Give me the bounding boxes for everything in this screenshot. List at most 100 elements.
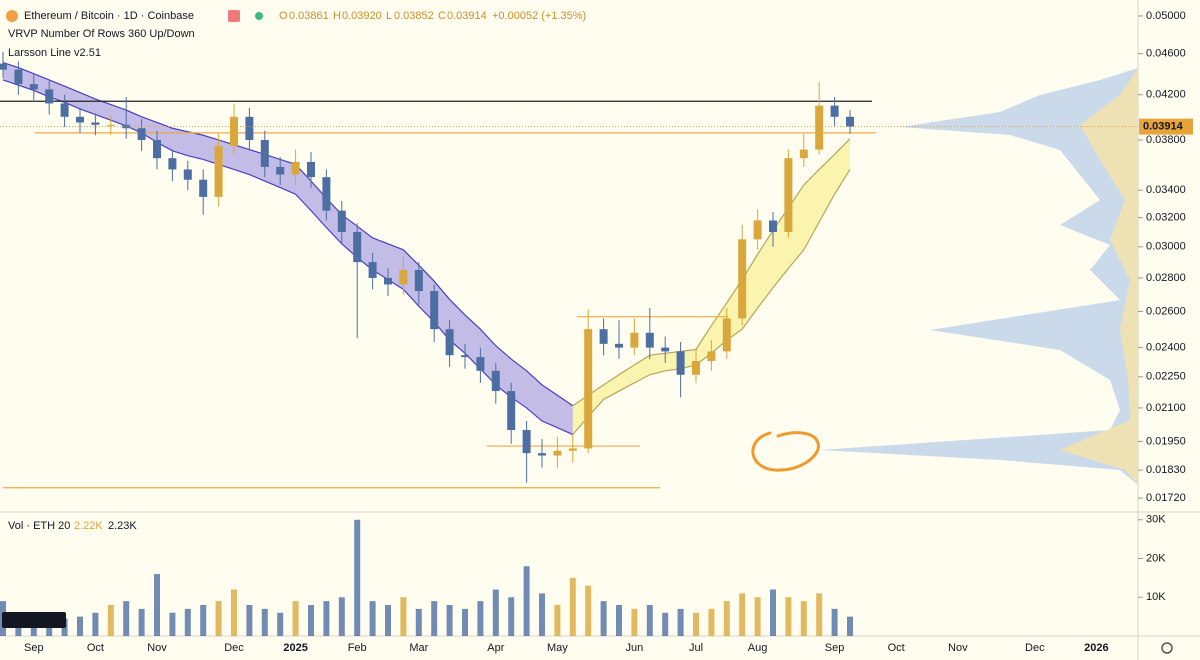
- candle-body: [846, 116, 854, 127]
- volume-bar: [184, 608, 191, 636]
- symbol-icon: [6, 10, 18, 22]
- x-tick-label: Nov: [147, 642, 167, 654]
- candle-body: [0, 63, 7, 70]
- volume-bar: [462, 608, 468, 636]
- volume-bar: [308, 605, 314, 636]
- x-tick-label: 2025: [283, 642, 307, 654]
- volume-bar: [800, 601, 807, 636]
- volume-bar: [508, 597, 515, 636]
- volume-bar: [646, 605, 653, 636]
- volume-bar: [616, 605, 622, 636]
- volume-title: Vol · ETH 20: [8, 520, 70, 532]
- candle-body: [799, 149, 808, 159]
- volume-bar: [785, 597, 792, 636]
- larsson-upper: [572, 138, 851, 407]
- volume-bar: [600, 601, 607, 636]
- candle-body: [199, 179, 208, 197]
- candle-body: [399, 269, 408, 285]
- candle-body: [29, 84, 38, 90]
- y-tick-label: 0.03800: [1146, 134, 1186, 146]
- open-label: O: [279, 10, 288, 22]
- y-tick-label: 0.04600: [1146, 48, 1186, 60]
- low-value: 0.03852: [394, 10, 434, 22]
- volume-bar: [631, 608, 638, 636]
- y-tick-label: 0.04200: [1146, 89, 1186, 101]
- y-tick-label: 0.03000: [1146, 241, 1186, 253]
- volume-bar: [261, 608, 268, 636]
- candle-body: [414, 269, 423, 292]
- candle-body: [353, 231, 362, 263]
- candle-body: [461, 355, 469, 358]
- change-value: +0.00052 (+1.35%): [492, 10, 586, 22]
- candle-body: [91, 122, 100, 125]
- x-tick-label: Oct: [87, 642, 104, 654]
- candle-body: [738, 239, 747, 319]
- candle-body: [722, 318, 731, 352]
- y-tick-label: 0.02250: [1146, 371, 1186, 383]
- volume-bar: [523, 566, 530, 636]
- settings-icon[interactable]: [1161, 642, 1173, 654]
- volume-bar: [539, 593, 545, 636]
- open-value: 0.03861: [289, 10, 329, 22]
- y-tick-label: 0.05000: [1146, 10, 1186, 22]
- volume-bar: [492, 589, 499, 636]
- candle-body: [183, 169, 192, 180]
- volume-bar: [231, 589, 237, 636]
- volume-bar: [215, 601, 222, 636]
- volume-bar: [662, 612, 669, 636]
- candle-body: [60, 103, 69, 117]
- volume-bar: [107, 605, 114, 636]
- candle-body: [137, 128, 146, 140]
- x-tick-label: Mar: [409, 642, 428, 654]
- candle-body: [584, 329, 593, 449]
- candle-body: [245, 116, 254, 140]
- volume-profile-up: [1060, 68, 1138, 485]
- candle-body: [291, 161, 300, 175]
- volume-bar: [569, 577, 576, 636]
- volume-bar: [770, 589, 776, 636]
- candle-body: [430, 291, 439, 330]
- x-tick-label: Nov: [948, 642, 968, 654]
- candle-body: [661, 347, 670, 352]
- volume-bar: [246, 605, 253, 636]
- candle-body: [214, 145, 223, 197]
- y-tick-label: 0.02100: [1146, 402, 1186, 414]
- annotation-circle: [751, 431, 820, 472]
- candle-body: [491, 370, 500, 392]
- candle-body: [645, 332, 654, 348]
- volume-bar: [415, 608, 422, 636]
- volume-bar: [123, 601, 130, 636]
- volume-bar: [292, 601, 299, 636]
- y-tick-label: 0.01720: [1146, 492, 1186, 504]
- candle-body: [368, 262, 377, 278]
- volume-bar: [446, 605, 453, 636]
- volume-bar: [477, 601, 484, 636]
- logo: [2, 612, 66, 628]
- candle-body: [230, 116, 238, 146]
- y-tick-label: 0.01830: [1146, 464, 1186, 476]
- volume-bar: [693, 612, 699, 636]
- candle-body: [14, 69, 23, 85]
- volume-bar: [77, 616, 83, 636]
- volume-bar: [138, 608, 145, 636]
- candle-body: [676, 351, 685, 375]
- status-dot: [255, 12, 263, 20]
- candle-body: [522, 429, 531, 454]
- high-value: 0.03920: [342, 10, 382, 22]
- candle-body: [753, 220, 762, 240]
- x-tick-label: 2026: [1084, 642, 1108, 654]
- volume-bar: [754, 597, 761, 636]
- y-tick-label: 0.03200: [1146, 212, 1186, 224]
- volume-bar: [431, 601, 438, 636]
- volume-tick-label: 20K: [1146, 552, 1166, 564]
- candle-body: [106, 124, 115, 126]
- volume-bar: [554, 605, 561, 636]
- indicator-larsson: Larsson Line v2.51: [8, 47, 101, 59]
- x-tick-label: Sep: [24, 642, 44, 654]
- volume-bar: [816, 593, 823, 636]
- candle-body: [815, 105, 824, 150]
- volume-bar: [200, 605, 207, 636]
- candle-body: [692, 360, 700, 375]
- candle-body: [568, 448, 577, 451]
